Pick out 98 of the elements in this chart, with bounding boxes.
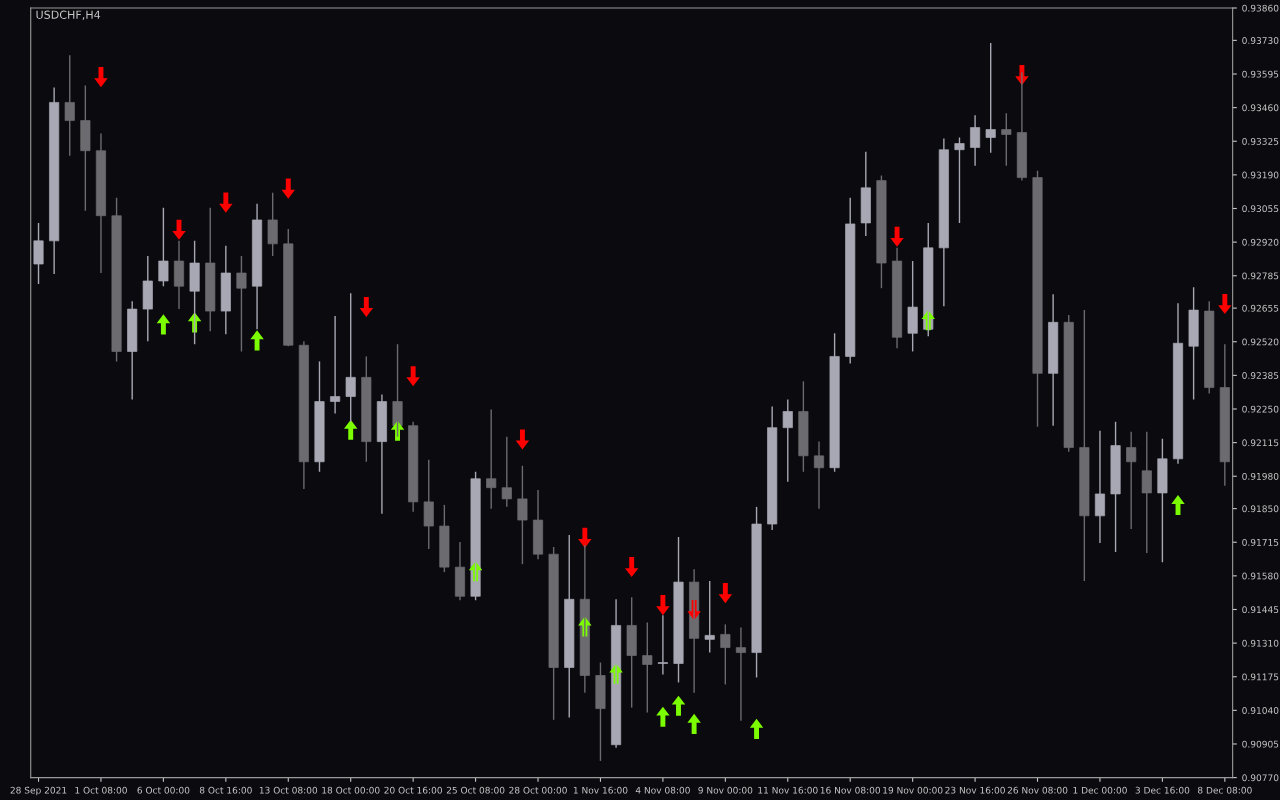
point [156, 314, 171, 335]
candlestick [142, 255, 153, 342]
candlestick [1126, 430, 1137, 530]
candlestick [720, 623, 731, 686]
y-tick-label: 0.92385 [1242, 372, 1279, 379]
candlestick [845, 197, 856, 365]
y-tick-label: 0.91715 [1242, 538, 1279, 546]
y-tick-label: 0.93595 [1242, 70, 1279, 78]
candlestick [642, 621, 653, 714]
x-tick-label: 8 Oct 16:00 [199, 786, 252, 794]
y-tick-label: 0.91310 [1242, 639, 1279, 647]
candlestick [267, 192, 278, 257]
y-tick-label: 0.91980 [1242, 472, 1279, 480]
candlestick [595, 661, 606, 762]
candlestick [1001, 112, 1012, 167]
y-tick-label: 0.90905 [1242, 740, 1279, 748]
y-tick-label: 0.91175 [1242, 673, 1279, 681]
y-tick-label: 0.92520 [1242, 338, 1279, 346]
x-tick-label: 4 Nov 08:00 [635, 786, 690, 794]
candlestick [564, 534, 575, 719]
y-tick-label: 0.92785 [1242, 272, 1279, 280]
candlestick [439, 504, 450, 573]
x-tick-label: 28 Oct 00:00 [509, 786, 567, 794]
point [515, 429, 530, 450]
x-tick-label: 19 Nov 00:00 [883, 786, 943, 794]
candlestick [673, 536, 684, 684]
point [671, 695, 686, 716]
candlestick [798, 380, 809, 473]
candlestick [1141, 430, 1152, 554]
candlestick [486, 408, 497, 510]
candlestick [1157, 437, 1168, 563]
candlestick [392, 343, 403, 438]
x-tick-label: 23 Nov 16:00 [945, 786, 1005, 794]
candlestick [158, 207, 169, 287]
x-tick-label: 1 Nov 16:00 [573, 786, 628, 794]
x-tick-label: 28 Sep 2021 [10, 786, 67, 796]
y-tick-label: 0.91445 [1242, 606, 1279, 614]
y-tick-label: 0.93860 [1242, 4, 1279, 12]
candlestick [127, 300, 138, 401]
candlestick [548, 546, 559, 721]
candlestick [283, 228, 294, 347]
candlestick [501, 435, 512, 508]
x-tick-label: 9 Nov 00:00 [698, 786, 753, 794]
point [718, 583, 733, 604]
y-tick-label: 0.92920 [1242, 238, 1279, 246]
y-tick-label: 0.93055 [1242, 205, 1279, 213]
candlestick [1079, 309, 1090, 582]
candlestick [907, 260, 918, 353]
x-tick-label: 18 Oct 00:00 [322, 786, 380, 794]
candlestick [860, 151, 871, 237]
candlestick [704, 580, 715, 654]
y-tick-label: 0.93730 [1242, 37, 1279, 44]
y-tick-label: 0.93325 [1242, 137, 1279, 145]
candlestick [517, 465, 528, 565]
x-tick-label: 20 Oct 16:00 [384, 786, 442, 794]
candlestick [876, 174, 887, 289]
y-tick-label: 0.91040 [1242, 707, 1279, 714]
x-tick-label: 11 Nov 16:00 [758, 786, 818, 794]
candlestick [626, 596, 637, 709]
candlestick [33, 222, 44, 285]
point [343, 419, 358, 440]
candlestick [751, 506, 762, 679]
y-tick-label: 0.90770 [1242, 774, 1279, 782]
candlestick [205, 207, 216, 332]
candlestick [829, 332, 840, 473]
candlestick [111, 197, 122, 363]
candlestick [954, 136, 965, 224]
candlestick [361, 355, 372, 463]
y-tick-label: 0.92115 [1242, 439, 1279, 447]
candlestick [1063, 314, 1074, 453]
x-tick-label: 3 Dec 16:00 [1135, 786, 1190, 794]
candlestick [1188, 286, 1199, 401]
x-tick-label: 16 Nov 08:00 [820, 786, 881, 794]
candlestick [1204, 300, 1215, 395]
x-tick-label: 1 Dec 00:00 [1073, 786, 1127, 794]
candlestick [236, 255, 247, 353]
candlestick [80, 84, 91, 212]
x-tick-label: 26 Nov 08:00 [1007, 786, 1068, 794]
y-tick-label: 0.92250 [1242, 405, 1279, 413]
candlestick [985, 42, 996, 154]
point [749, 718, 764, 739]
candlestick [782, 398, 793, 483]
candlestick [314, 360, 325, 473]
y-tick-label: 0.93460 [1242, 104, 1279, 112]
x-tick-label: 13 Oct 08:00 [259, 786, 318, 794]
candlestick [64, 54, 75, 157]
x-tick-label: 6 Oct 00:00 [137, 786, 190, 794]
y-tick-label: 0.91580 [1242, 572, 1279, 580]
chart-title: USDCHF,H4 [36, 10, 101, 21]
y-tick-label: 0.93190 [1242, 171, 1279, 179]
candlestick [1032, 169, 1043, 428]
y-tick-label: 0.92655 [1242, 304, 1279, 312]
candlestick [423, 459, 434, 550]
y-tick-label: 0.91850 [1242, 505, 1279, 513]
x-tick-label: 1 Oct 08:00 [75, 786, 127, 794]
x-tick-label: 25 Oct 08:00 [446, 786, 505, 794]
x-tick-label: 8 Dec 08:00 [1197, 786, 1252, 794]
candlestick [1110, 420, 1121, 553]
